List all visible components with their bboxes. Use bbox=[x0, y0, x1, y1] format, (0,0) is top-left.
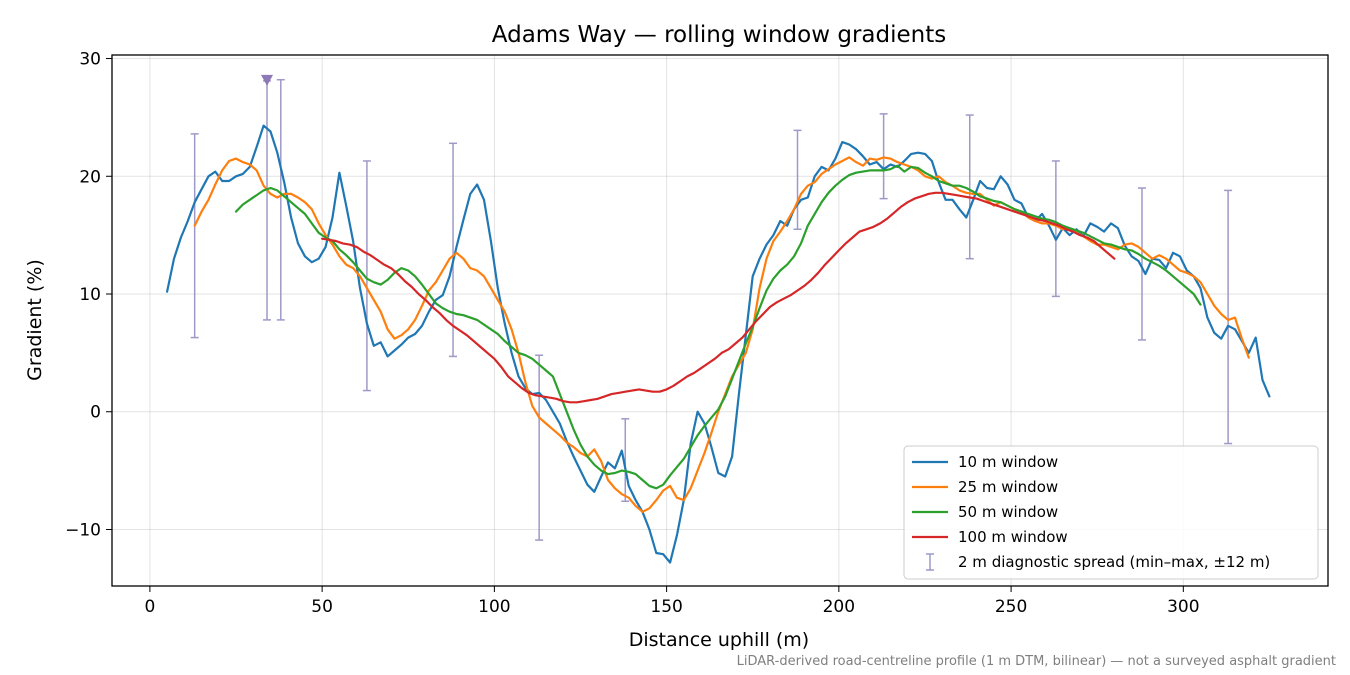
legend-entry: 2 m diagnostic spread (min–max, ±12 m) bbox=[926, 553, 1270, 571]
series-lines bbox=[166, 124, 1271, 564]
chart-title: Adams Way — rolling window gradients bbox=[492, 22, 946, 48]
spread-bar bbox=[879, 113, 888, 200]
x-tick-label: 100 bbox=[478, 597, 510, 617]
spread-bar bbox=[276, 78, 285, 321]
x-tick-label: 250 bbox=[995, 597, 1027, 617]
legend-label: 2 m diagnostic spread (min–max, ±12 m) bbox=[958, 553, 1270, 571]
spread-bar bbox=[362, 160, 371, 392]
spread-bar bbox=[190, 133, 199, 339]
spread-bar bbox=[535, 354, 544, 541]
footnote: LiDAR-derived road-centreline profile (1… bbox=[737, 654, 1336, 669]
series-line bbox=[166, 124, 1271, 564]
y-axis-ticks: −10 0 10 20 30 bbox=[65, 50, 112, 540]
spread-bar bbox=[793, 129, 802, 231]
spread-bar bbox=[449, 142, 458, 358]
peak-marker bbox=[261, 74, 274, 86]
spread-bar bbox=[1051, 160, 1060, 298]
x-tick-label: 50 bbox=[311, 597, 333, 617]
x-tick-label: 300 bbox=[1167, 597, 1199, 617]
spread-bar bbox=[1224, 189, 1233, 445]
legend-label: 50 m window bbox=[958, 503, 1058, 521]
series-line bbox=[234, 164, 1202, 490]
legend-entry: 10 m window bbox=[912, 453, 1058, 471]
y-tick-label: 0 bbox=[90, 403, 101, 423]
legend-entry: 100 m window bbox=[912, 528, 1068, 546]
legend-box bbox=[903, 445, 1319, 580]
legend-label: 10 m window bbox=[958, 453, 1058, 471]
y-tick-label: 20 bbox=[79, 167, 101, 187]
series-line bbox=[321, 191, 1116, 404]
y-tick-label: 30 bbox=[79, 50, 101, 70]
y-axis-label: Gradient (%) bbox=[24, 259, 46, 381]
plot-frame bbox=[111, 54, 1329, 587]
legend-entry: 50 m window bbox=[912, 503, 1058, 521]
y-tick-label: −10 bbox=[65, 520, 101, 540]
legend-label: 100 m window bbox=[958, 528, 1068, 546]
spread-bar bbox=[965, 114, 974, 260]
legend-label: 25 m window bbox=[958, 478, 1058, 496]
spread-bar bbox=[1137, 187, 1146, 341]
grid-lines bbox=[112, 55, 1328, 586]
x-tick-label: 0 bbox=[144, 597, 155, 617]
spread-bar bbox=[621, 418, 630, 502]
x-axis-label: Distance uphill (m) bbox=[629, 629, 809, 651]
legend: 10 m window 25 m window 50 m window 100 m w… bbox=[903, 445, 1319, 580]
legend-entry: 25 m window bbox=[912, 478, 1058, 496]
y-tick-label: 10 bbox=[79, 285, 101, 305]
x-tick-label: 150 bbox=[650, 597, 682, 617]
spread-bars bbox=[190, 78, 1233, 541]
spread-bar bbox=[263, 80, 272, 321]
peak-marker-triangle bbox=[261, 74, 274, 86]
x-tick-label: 200 bbox=[823, 597, 855, 617]
x-axis-ticks: 0 50 100 150 200 250 300 bbox=[144, 586, 1200, 617]
